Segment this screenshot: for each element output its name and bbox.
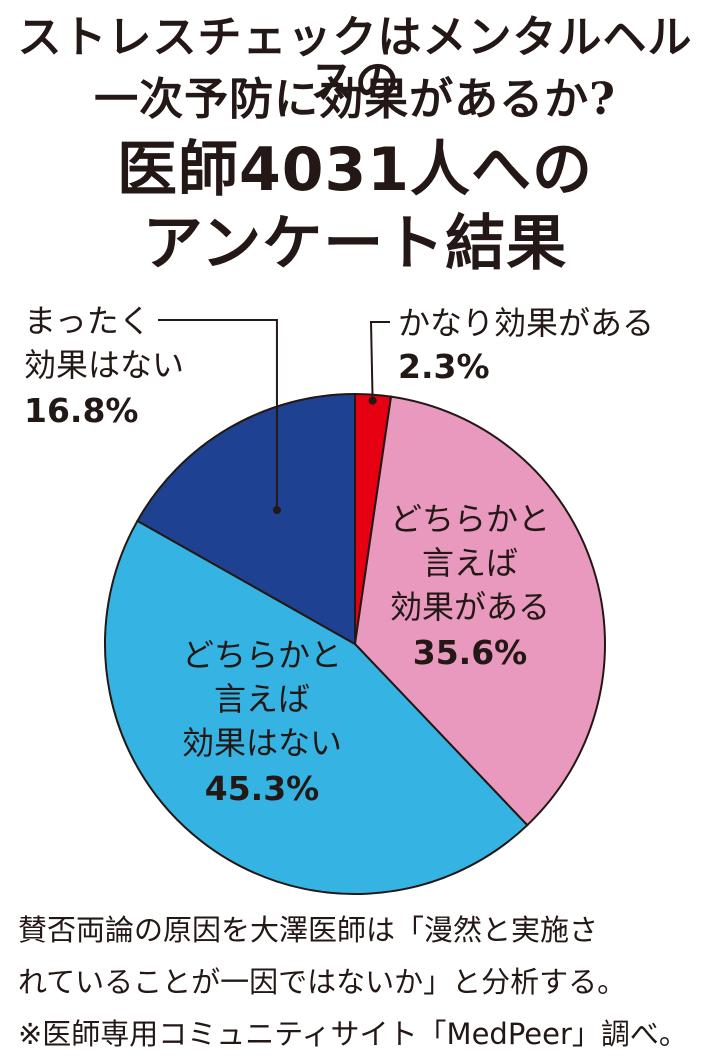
slice-value-label: 16.8% bbox=[24, 391, 139, 430]
pie-slice-4 bbox=[136, 392, 356, 646]
leader-dot-4 bbox=[272, 506, 281, 515]
slice-label-text: どちらかと bbox=[182, 636, 342, 674]
pie-slice-2 bbox=[353, 395, 606, 827]
slice-label-text: 効果がある bbox=[390, 588, 550, 626]
title-line-2: アンケート結果 bbox=[142, 209, 568, 279]
slice-value-label: 35.6% bbox=[413, 633, 528, 672]
slice-label-text: かなり効果がある bbox=[398, 304, 654, 342]
title-line-1: 医師4031人への bbox=[117, 135, 593, 205]
source-note: ※医師専用コミュニティサイト「MedPeer」調べ。 bbox=[18, 1017, 688, 1051]
slice-label-text: 効果はない bbox=[182, 724, 342, 762]
slice-label-text: まったく bbox=[24, 302, 151, 340]
leader-dot-1 bbox=[368, 396, 377, 405]
slice-label-text: 効果はない bbox=[24, 346, 184, 384]
slice-label-text: 言えば bbox=[422, 544, 518, 582]
leader-line-4 bbox=[158, 319, 278, 511]
slice-label-text: 言えば bbox=[214, 680, 310, 718]
pie-slice-3 bbox=[104, 519, 529, 895]
leader-line-1 bbox=[369, 321, 390, 401]
footnote-line-1: 賛否両論の原因を大澤医師は「漫然と実施さ bbox=[18, 913, 599, 947]
question-line-1: ストレスチェックはメンタルヘルスの bbox=[17, 12, 693, 107]
slice-label-1: かなり効果がある 2.3% bbox=[398, 304, 654, 386]
slice-value-label: 45.3% bbox=[205, 769, 320, 808]
slice-value-label: 2.3% bbox=[398, 347, 490, 386]
question-line-2: 一次予防に効果があるか? bbox=[94, 74, 616, 125]
footnote-line-2: れていることが一因ではないか」と分析する。 bbox=[18, 965, 627, 999]
slice-label-text: どちらかと bbox=[390, 500, 550, 538]
